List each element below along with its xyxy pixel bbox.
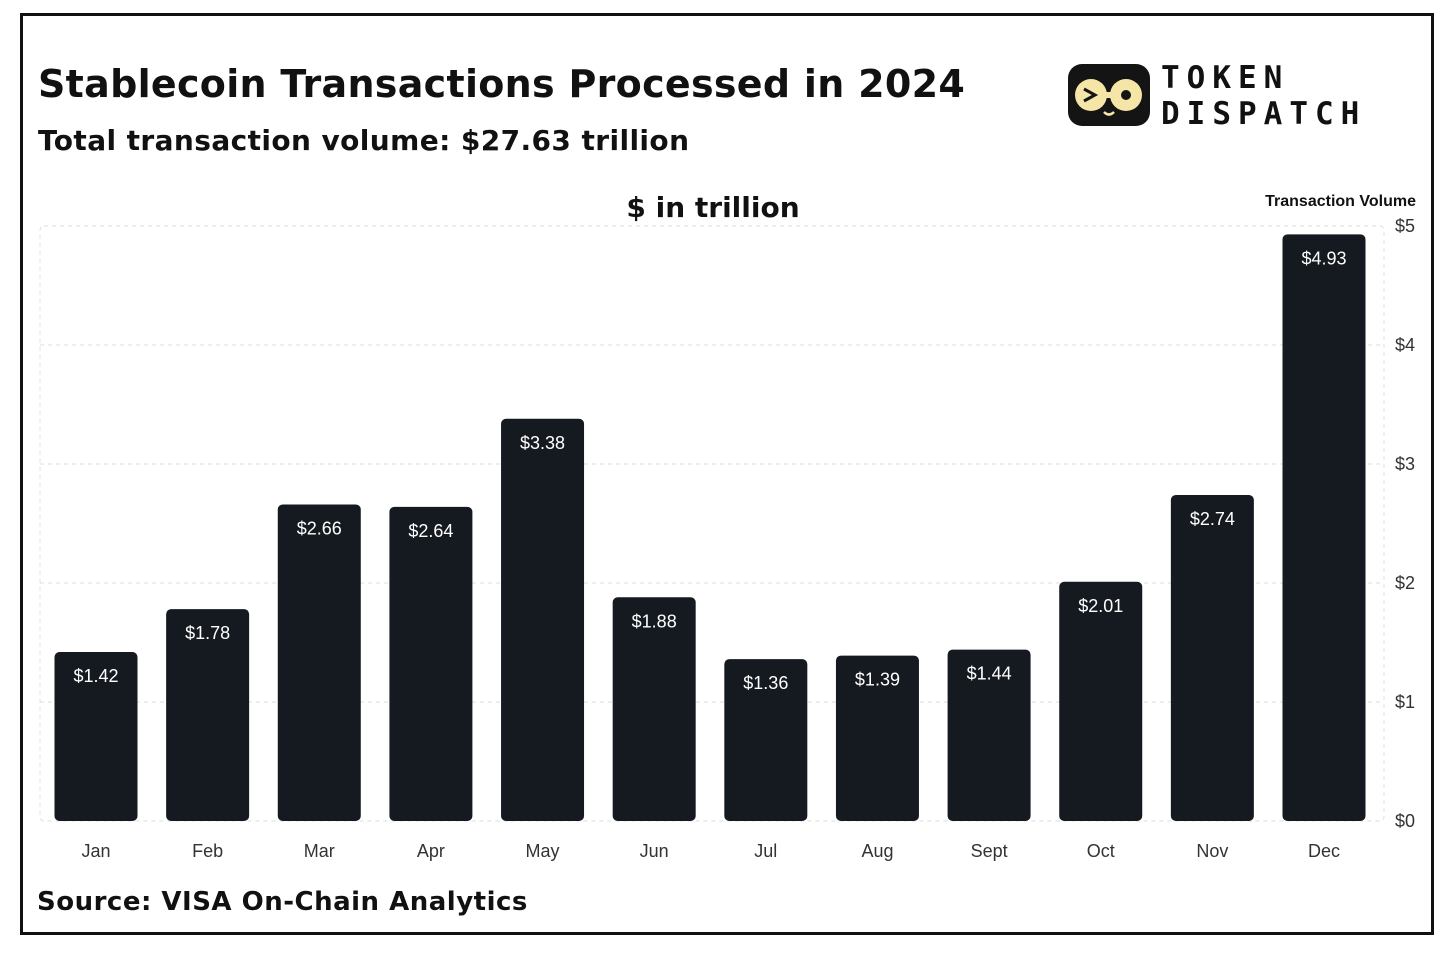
bar-value-label: $1.36 bbox=[743, 673, 788, 693]
x-category-label: Dec bbox=[1308, 841, 1340, 861]
y-axis-title: Transaction Volume bbox=[1265, 193, 1416, 210]
bar bbox=[947, 649, 1031, 821]
y-tick-label: $3 bbox=[1395, 454, 1415, 474]
bar-value-label: $2.66 bbox=[297, 518, 342, 538]
y-tick-label: $5 bbox=[1395, 216, 1415, 236]
bar-value-label: $1.42 bbox=[73, 666, 118, 686]
plot-area bbox=[39, 225, 1385, 822]
logo-line-1: TOKEN bbox=[1161, 60, 1290, 96]
bar-value-label: $1.44 bbox=[967, 664, 1012, 684]
bar-value-label: $4.93 bbox=[1301, 248, 1346, 268]
y-tick-label: $0 bbox=[1395, 811, 1415, 831]
x-category-label: Sept bbox=[971, 841, 1008, 861]
bar bbox=[1282, 234, 1366, 821]
bar-value-label: $1.88 bbox=[632, 611, 677, 631]
bar-value-label: $2.74 bbox=[1190, 509, 1235, 529]
x-category-label: Mar bbox=[304, 841, 335, 861]
y-tick-label: $2 bbox=[1395, 573, 1415, 593]
bar-value-label: $3.38 bbox=[520, 433, 565, 453]
bar-value-label: $2.64 bbox=[408, 521, 453, 541]
chart-subtitle: Total transaction volume: $27.63 trillio… bbox=[38, 124, 690, 157]
logo-wordmark: TOKEN DISPATCH bbox=[1161, 60, 1366, 132]
x-category-label: Jan bbox=[81, 841, 110, 861]
x-category-label: Apr bbox=[417, 841, 445, 861]
chart-title: Stablecoin Transactions Processed in 202… bbox=[38, 62, 966, 106]
bar-value-label: $2.01 bbox=[1078, 596, 1123, 616]
source-note: Source: VISA On-Chain Analytics bbox=[37, 887, 528, 917]
bar bbox=[835, 655, 919, 821]
bar bbox=[1170, 494, 1254, 821]
bar bbox=[612, 597, 696, 821]
bar bbox=[389, 506, 473, 821]
bar bbox=[1059, 581, 1143, 821]
bar bbox=[277, 504, 361, 821]
x-category-label: Oct bbox=[1087, 841, 1115, 861]
bar bbox=[724, 659, 808, 821]
bar bbox=[54, 652, 138, 821]
x-category-label: Jun bbox=[640, 841, 669, 861]
x-category-label: Aug bbox=[861, 841, 893, 861]
unit-label: $ in trillion bbox=[626, 191, 800, 224]
y-tick-label: $4 bbox=[1395, 335, 1415, 355]
x-category-label: May bbox=[526, 841, 560, 861]
bar bbox=[501, 418, 585, 821]
token-dispatch-logo: TOKEN DISPATCH bbox=[1066, 60, 1406, 132]
bar-value-label: $1.39 bbox=[855, 670, 900, 690]
logo-line-2: DISPATCH bbox=[1161, 96, 1367, 132]
x-category-label: Feb bbox=[192, 841, 223, 861]
logo-glasses-icon bbox=[1068, 64, 1150, 126]
x-category-label: Jul bbox=[754, 841, 777, 861]
x-category-label: Nov bbox=[1196, 841, 1228, 861]
bar-value-label: $1.78 bbox=[185, 623, 230, 643]
y-tick-label: $1 bbox=[1395, 692, 1415, 712]
bar bbox=[166, 609, 250, 821]
